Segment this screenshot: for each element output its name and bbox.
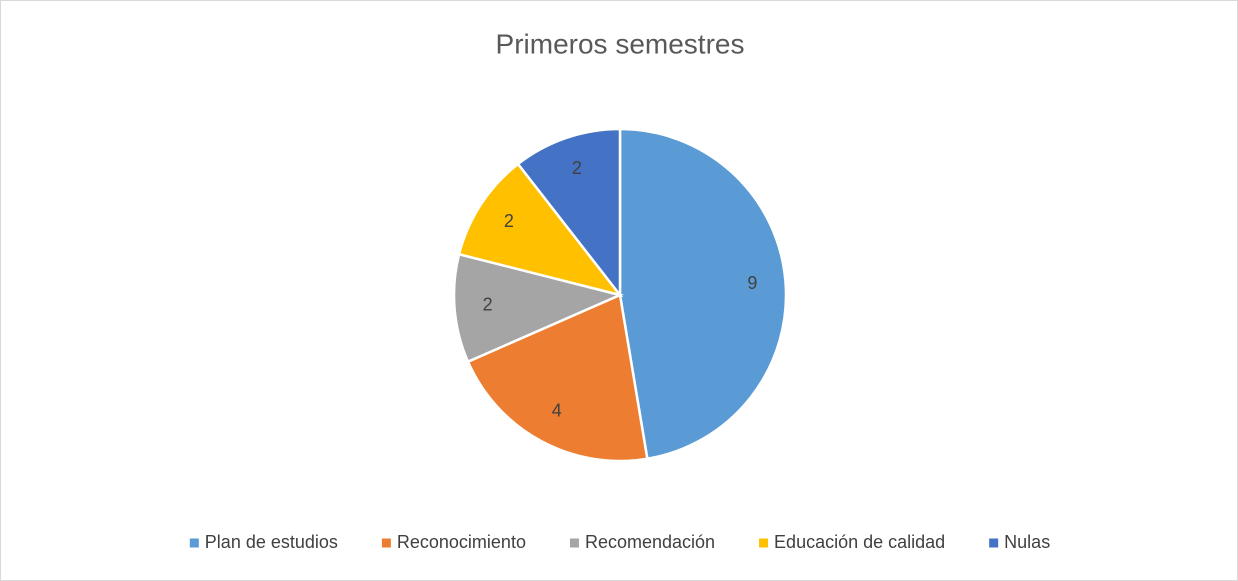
data-label: 9	[747, 273, 757, 293]
legend-label: Nulas	[1004, 532, 1050, 552]
pie-slice	[618, 127, 788, 461]
legend-swatch	[989, 538, 999, 548]
legend-label: Educación de calidad	[774, 532, 945, 552]
legend-label: Reconocimiento	[397, 532, 526, 552]
legend-swatch	[759, 538, 769, 548]
data-label: 2	[483, 295, 493, 315]
pie-slice	[457, 162, 624, 298]
pie-slice	[466, 293, 649, 463]
legend-swatch	[189, 538, 199, 548]
legend-label: Plan de estudios	[205, 532, 338, 552]
data-label: 2	[572, 158, 582, 178]
legend-swatch	[381, 538, 391, 548]
chart-title: Primeros semestres	[496, 28, 745, 59]
legend-swatch	[569, 538, 579, 548]
legend-label: Recomendación	[585, 532, 715, 552]
data-label: 2	[504, 211, 514, 231]
data-label: 4	[552, 401, 562, 421]
pie-slice	[516, 127, 622, 299]
pie-slice	[452, 252, 624, 364]
